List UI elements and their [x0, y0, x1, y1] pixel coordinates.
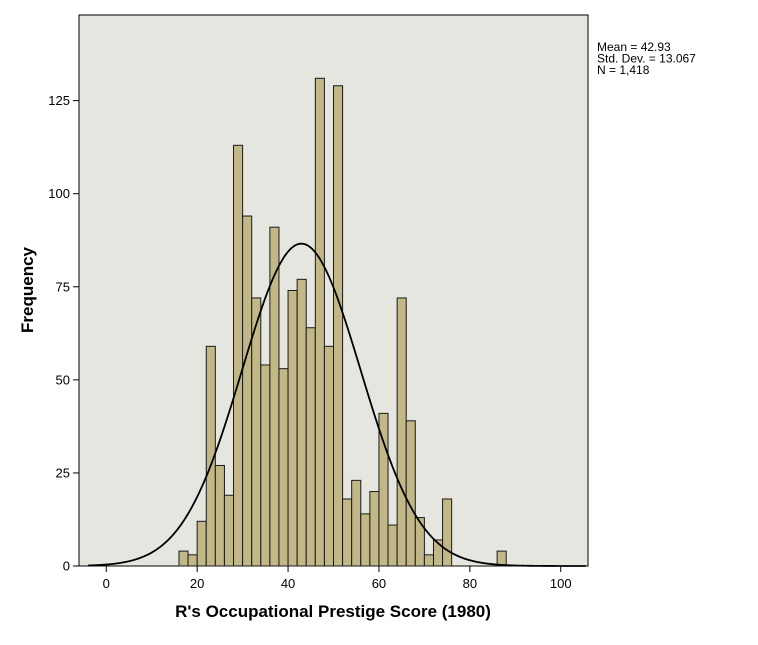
- histogram-bar-4: [214, 464, 225, 567]
- stats-n: N = 1,418: [597, 63, 650, 77]
- x-tick-label-20: 20: [190, 576, 204, 591]
- histogram-bar-5: [223, 494, 235, 567]
- y-tick-label-50: 50: [56, 372, 70, 387]
- stats-mean: Mean = 42.93: [597, 40, 671, 54]
- y-tick-label-75: 75: [56, 279, 70, 294]
- histogram-bar-8: [251, 297, 262, 567]
- normal-curve: [88, 242, 586, 567]
- histogram-bar-9: [260, 364, 271, 567]
- histogram-bar-16: [323, 345, 335, 567]
- histogram-bar-1: [187, 554, 198, 567]
- bars-group: [178, 77, 507, 567]
- stats-std-dev: Std. Dev. = 13.067: [597, 52, 696, 66]
- histogram-bar-12: [287, 290, 298, 567]
- y-axis-title: Frequency: [18, 246, 37, 333]
- histogram-bar-3: [205, 345, 216, 567]
- y-tick-label-0: 0: [63, 559, 70, 574]
- histogram-bar-6: [233, 144, 244, 567]
- histogram-bar-22: [378, 412, 389, 567]
- x-tick-label-60: 60: [372, 576, 386, 591]
- y-axis: 0 25 50 75 100 125: [48, 93, 79, 574]
- histogram-bar-26: [414, 517, 425, 567]
- x-axis: 0 20 40 60 80 100: [103, 566, 572, 591]
- histogram-bar-0: [178, 550, 189, 567]
- x-tick-label-80: 80: [463, 576, 477, 591]
- x-tick-label-100: 100: [550, 576, 572, 591]
- x-axis-title: R's Occupational Prestige Score (1980): [175, 602, 491, 621]
- histogram-bar-7: [242, 215, 253, 567]
- histogram-bar-10: [269, 226, 280, 567]
- histogram-bar-25: [405, 420, 416, 567]
- histogram-bar-2: [196, 520, 207, 567]
- histogram-bar-15: [314, 77, 325, 567]
- histogram-bar-21: [369, 491, 380, 567]
- histogram-bar-13: [296, 278, 307, 567]
- y-tick-label-125: 125: [48, 93, 70, 108]
- x-tick-label-0: 0: [103, 576, 110, 591]
- y-tick-label-100: 100: [48, 186, 70, 201]
- histogram-bar-19: [351, 479, 362, 567]
- histogram-bar-27: [423, 554, 434, 567]
- histogram-bar-30: [496, 550, 507, 567]
- histogram-bar-20: [360, 513, 371, 567]
- histogram-bar-18: [342, 498, 353, 567]
- histogram-bar-17: [333, 85, 344, 567]
- histogram-bar-29: [442, 498, 453, 567]
- histogram-bar-24: [396, 297, 407, 567]
- y-tick-label-25: 25: [56, 465, 70, 480]
- histogram-bar-14: [305, 327, 316, 567]
- histogram-bar-23: [387, 524, 398, 567]
- x-tick-label-40: 40: [281, 576, 295, 591]
- histogram-bar-11: [278, 368, 289, 567]
